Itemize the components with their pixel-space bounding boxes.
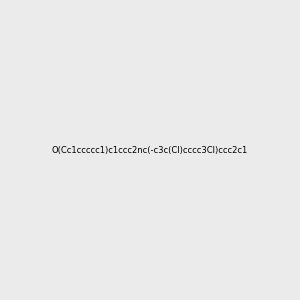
Text: O(Cc1ccccc1)c1ccc2nc(-c3c(Cl)cccc3Cl)ccc2c1: O(Cc1ccccc1)c1ccc2nc(-c3c(Cl)cccc3Cl)ccc… (52, 146, 248, 154)
